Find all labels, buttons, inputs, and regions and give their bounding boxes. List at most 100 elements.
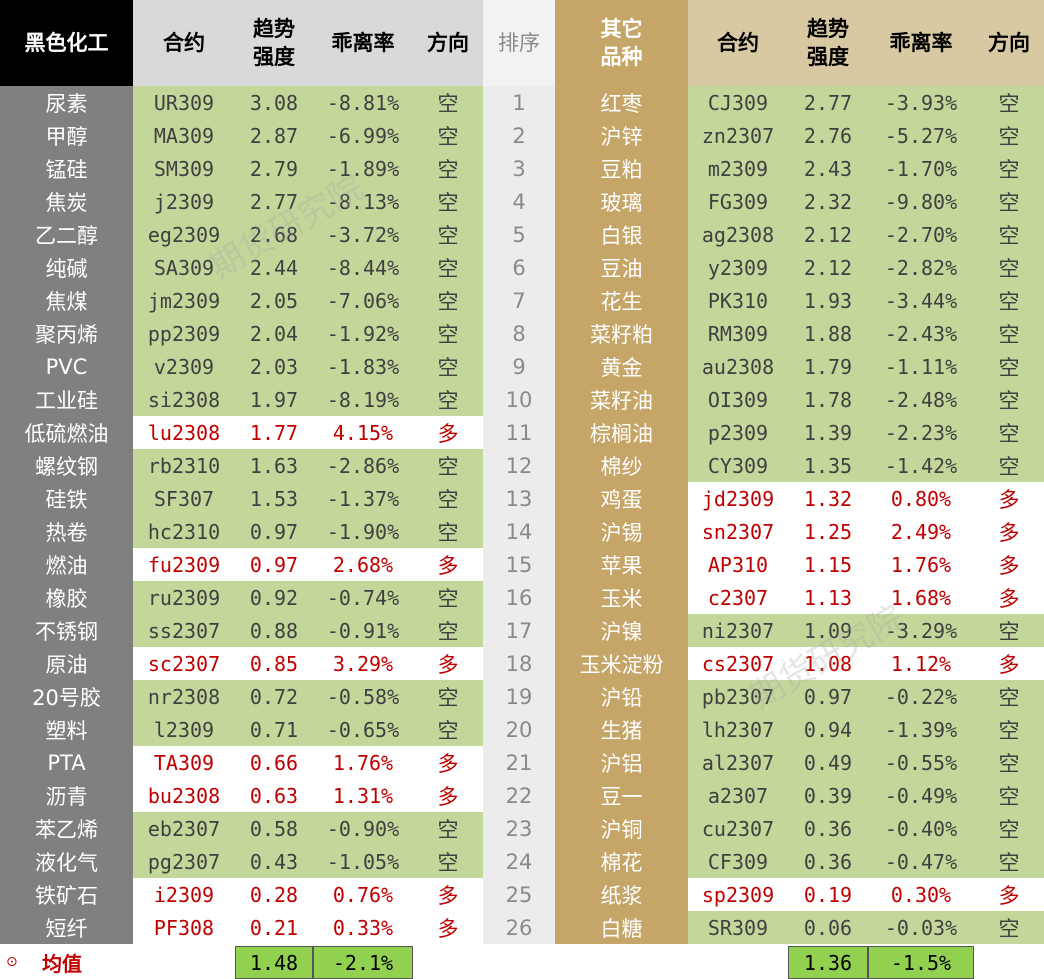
rank-number: 13 [483,482,555,515]
rank-number: 1 [483,86,555,119]
left-direction: 多 [413,647,483,680]
right-trend: 1.08 [788,647,868,680]
left-contract: rb2310 [133,449,235,482]
left-trend: 0.63 [235,779,313,812]
rank-number: 10 [483,383,555,416]
right-direction: 空 [974,185,1044,218]
left-variety-name: 硅铁 [0,482,133,515]
right-variety-name: 生猪 [555,713,688,746]
left-trend: 2.44 [235,251,313,284]
rank-number: 23 [483,812,555,845]
left-variety-name: 沥青 [0,779,133,812]
right-variety-name: 红枣 [555,86,688,119]
right-deviation: -0.49% [868,779,974,812]
right-contract: ni2307 [688,614,788,647]
left-variety-name: 焦煤 [0,284,133,317]
left-contract: si2308 [133,383,235,416]
left-trend: 2.04 [235,317,313,350]
left-contract: eg2309 [133,218,235,251]
left-contract: UR309 [133,86,235,119]
right-deviation: -1.39% [868,713,974,746]
left-variety-name: 苯乙烯 [0,812,133,845]
right-direction: 空 [974,614,1044,647]
right-direction: 空 [974,680,1044,713]
right-direction: 多 [974,482,1044,515]
right-deviation: -3.44% [868,284,974,317]
left-trend: 2.03 [235,350,313,383]
right-variety-name: 白银 [555,218,688,251]
right-variety-name: 玉米 [555,581,688,614]
right-contract: CF309 [688,845,788,878]
left-contract: l2309 [133,713,235,746]
left-direction: 空 [413,317,483,350]
header-right-contract: 合约 [688,0,788,86]
rank-number: 16 [483,581,555,614]
left-direction: 空 [413,251,483,284]
right-deviation: 0.80% [868,482,974,515]
rank-number: 17 [483,614,555,647]
left-direction: 空 [413,185,483,218]
left-deviation: -8.19% [313,383,413,416]
right-direction: 空 [974,86,1044,119]
right-variety-name: 白糖 [555,911,688,944]
left-variety-name: 橡胶 [0,581,133,614]
right-deviation: -0.55% [868,746,974,779]
right-variety-name: 沪铜 [555,812,688,845]
left-trend: 2.87 [235,119,313,152]
right-deviation: 0.30% [868,878,974,911]
right-direction: 空 [974,812,1044,845]
right-variety-name: 沪锡 [555,515,688,548]
left-trend: 1.63 [235,449,313,482]
right-contract: cu2307 [688,812,788,845]
rank-number: 4 [483,185,555,218]
right-direction: 多 [974,878,1044,911]
left-contract: SM309 [133,152,235,185]
left-variety-name: PTA [0,746,133,779]
left-trend: 1.97 [235,383,313,416]
right-trend: 2.12 [788,251,868,284]
header-left-trend: 趋势 强度 [235,0,313,86]
left-deviation: -7.06% [313,284,413,317]
header-rank: 排序 [483,0,555,86]
right-direction: 多 [974,548,1044,581]
right-deviation: -0.47% [868,845,974,878]
right-deviation: -1.11% [868,350,974,383]
right-direction: 空 [974,317,1044,350]
right-deviation: 2.49% [868,515,974,548]
average-left-trend: 1.48 [235,946,313,979]
right-direction: 空 [974,911,1044,944]
rank-number: 25 [483,878,555,911]
rank-number: 2 [483,119,555,152]
rank-number: 19 [483,680,555,713]
left-trend: 0.21 [235,911,313,944]
right-direction: 多 [974,647,1044,680]
left-trend: 0.28 [235,878,313,911]
header-black-chemical: 黑色化工 [0,0,133,86]
right-contract: c2307 [688,581,788,614]
left-contract: eb2307 [133,812,235,845]
right-direction: 空 [974,416,1044,449]
right-variety-name: 沪镍 [555,614,688,647]
right-deviation: -0.03% [868,911,974,944]
left-deviation: -6.99% [313,119,413,152]
left-deviation: -1.37% [313,482,413,515]
left-deviation: 1.31% [313,779,413,812]
left-variety-name: 20号胶 [0,680,133,713]
left-contract: SA309 [133,251,235,284]
right-deviation: -1.42% [868,449,974,482]
left-contract: pg2307 [133,845,235,878]
right-variety-name: 黄金 [555,350,688,383]
left-direction: 空 [413,680,483,713]
rank-number: 6 [483,251,555,284]
right-deviation: -2.48% [868,383,974,416]
right-direction: 空 [974,350,1044,383]
left-direction: 多 [413,878,483,911]
right-contract: cs2307 [688,647,788,680]
right-trend: 2.77 [788,86,868,119]
rank-number: 5 [483,218,555,251]
right-deviation: -2.70% [868,218,974,251]
logo-icon: ⊙ [6,954,18,970]
left-direction: 空 [413,152,483,185]
right-contract: m2309 [688,152,788,185]
